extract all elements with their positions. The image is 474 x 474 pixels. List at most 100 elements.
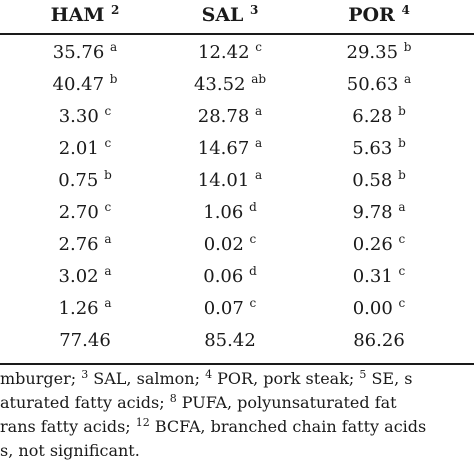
- footnote-line: mburger; 3 SAL, salmon; 4 POR, pork stea…: [0, 367, 474, 391]
- cell-value: 29.35: [346, 42, 399, 63]
- cell-sal: 14.01 a: [160, 168, 300, 193]
- cell-value: 2.01: [58, 138, 99, 159]
- significance-letter: a: [255, 168, 263, 182]
- footnote-text: BCFA, branched chain fatty acids: [149, 417, 427, 436]
- significance-letter: c: [104, 136, 112, 150]
- footnote-marker: 8: [169, 392, 177, 405]
- significance-letter: a: [104, 264, 112, 278]
- cell-value: 85.42: [204, 330, 256, 351]
- table-row: 3.02 a 0.06 d 0.31 c: [0, 264, 474, 289]
- significance-letter: b: [104, 168, 112, 182]
- table-row: 35.76 a 12.42 c 29.35 b: [0, 40, 474, 65]
- cell-sal: 12.42 c: [160, 40, 300, 65]
- cell-ham: 3.02 a: [10, 264, 160, 289]
- footnote-line: rans fatty acids; 12 BCFA, branched chai…: [0, 415, 474, 439]
- cell-value: 0.07: [203, 298, 244, 319]
- cell-value: 43.52: [193, 74, 246, 95]
- footnote-marker: 3: [81, 368, 89, 381]
- cell-value: 14.67: [197, 138, 250, 159]
- table-row: 40.47 b 43.52 ab 50.63 a: [0, 72, 474, 97]
- significance-letter: c: [249, 232, 257, 246]
- significance-letter: b: [109, 72, 118, 86]
- significance-letter: a: [255, 136, 263, 150]
- significance-letter: ab: [251, 72, 267, 86]
- footnote-text: POR, pork steak;: [212, 369, 360, 388]
- cell-value: 6.28: [352, 106, 393, 127]
- significance-letter: a: [110, 40, 118, 54]
- significance-letter: c: [398, 232, 406, 246]
- cell-value: 0.00: [352, 298, 393, 319]
- footnote-text: rans fatty acids;: [0, 417, 136, 436]
- cell-por: 5.63 b: [306, 136, 452, 161]
- footnote-marker: 5: [359, 368, 367, 381]
- cell-ham: 1.26 a: [10, 296, 160, 321]
- footnote-text: mburger;: [0, 369, 82, 388]
- cell-por: 0.00 c: [306, 296, 452, 321]
- bottom-rule: [0, 363, 474, 365]
- footnote-text: s, not significant.: [0, 441, 140, 460]
- cell-value: 0.02: [203, 234, 244, 255]
- cell-value: 0.26: [352, 234, 393, 255]
- cell-ham: 0.75 b: [10, 168, 160, 193]
- cell-value: 35.76: [52, 42, 105, 63]
- cell-sal: 0.07 c: [160, 296, 300, 321]
- cell-sal: 43.52 ab: [160, 72, 300, 97]
- significance-letter: b: [398, 168, 406, 182]
- table-row: 1.26 a 0.07 c 0.00 c: [0, 296, 474, 321]
- table-row: 2.01 c 14.67 a 5.63 b: [0, 136, 474, 161]
- cell-value: 14.01: [197, 170, 250, 191]
- cell-por: 0.26 c: [306, 232, 452, 257]
- significance-letter: c: [104, 200, 112, 214]
- footnote-text: PUFA, polyunsaturated fat: [176, 393, 397, 412]
- footnote-marker: 4: [205, 368, 213, 381]
- cell-por: 86.26: [306, 328, 452, 353]
- significance-letter: a: [104, 296, 112, 310]
- significance-letter: c: [255, 40, 262, 54]
- footnote-marker: 12: [135, 416, 150, 429]
- cell-ham: 3.30 c: [10, 104, 160, 129]
- cell-ham: 35.76 a: [10, 40, 160, 65]
- cell-sal: 28.78 a: [160, 104, 300, 129]
- cell-value: 28.78: [197, 106, 250, 127]
- column-header-por: POR 4: [348, 3, 410, 26]
- cell-value: 2.76: [58, 234, 99, 255]
- significance-letter: a: [398, 200, 406, 214]
- cell-value: 12.42: [198, 42, 250, 63]
- cell-por: 0.58 b: [306, 168, 452, 193]
- cell-ham: 2.01 c: [10, 136, 160, 161]
- cell-value: 86.26: [353, 330, 405, 351]
- cell-value: 3.02: [58, 266, 99, 287]
- cell-por: 50.63 a: [306, 72, 452, 97]
- cell-por: 29.35 b: [306, 40, 452, 65]
- cell-por: 6.28 b: [306, 104, 452, 129]
- table-row: 2.76 a 0.02 c 0.26 c: [0, 232, 474, 257]
- cell-value: 77.46: [59, 330, 111, 351]
- significance-letter: d: [249, 264, 257, 278]
- significance-letter: c: [398, 264, 406, 278]
- footnote-text: aturated fatty acids;: [0, 393, 170, 412]
- cell-sal: 0.02 c: [160, 232, 300, 257]
- cell-value: 1.26: [58, 298, 99, 319]
- cell-ham: 2.70 c: [10, 200, 160, 225]
- column-header-ham: HAM 2: [50, 3, 120, 26]
- cell-sal: 85.42: [160, 328, 300, 353]
- footnote-text: SE, s: [366, 369, 413, 388]
- footnote-text: SAL, salmon;: [88, 369, 206, 388]
- significance-letter: b: [398, 104, 406, 118]
- cell-value: 2.70: [58, 202, 99, 223]
- table-row: 0.75 b 14.01 a 0.58 b: [0, 168, 474, 193]
- cell-value: 40.47: [52, 74, 105, 95]
- significance-letter: c: [249, 296, 257, 310]
- significance-letter: c: [398, 296, 406, 310]
- table-row: 3.30 c 28.78 a 6.28 b: [0, 104, 474, 129]
- cell-value: 1.06: [203, 202, 244, 223]
- cell-ham: 77.46: [10, 328, 160, 353]
- header-rule: [0, 33, 474, 35]
- significance-letter: c: [104, 104, 112, 118]
- cell-value: 50.63: [346, 74, 399, 95]
- cell-ham: 2.76 a: [10, 232, 160, 257]
- cell-value: 3.30: [58, 106, 99, 127]
- table-row: 77.46 85.42 86.26: [0, 328, 474, 353]
- table-row: 2.70 c 1.06 d 9.78 a: [0, 200, 474, 225]
- cell-value: 0.31: [352, 266, 393, 287]
